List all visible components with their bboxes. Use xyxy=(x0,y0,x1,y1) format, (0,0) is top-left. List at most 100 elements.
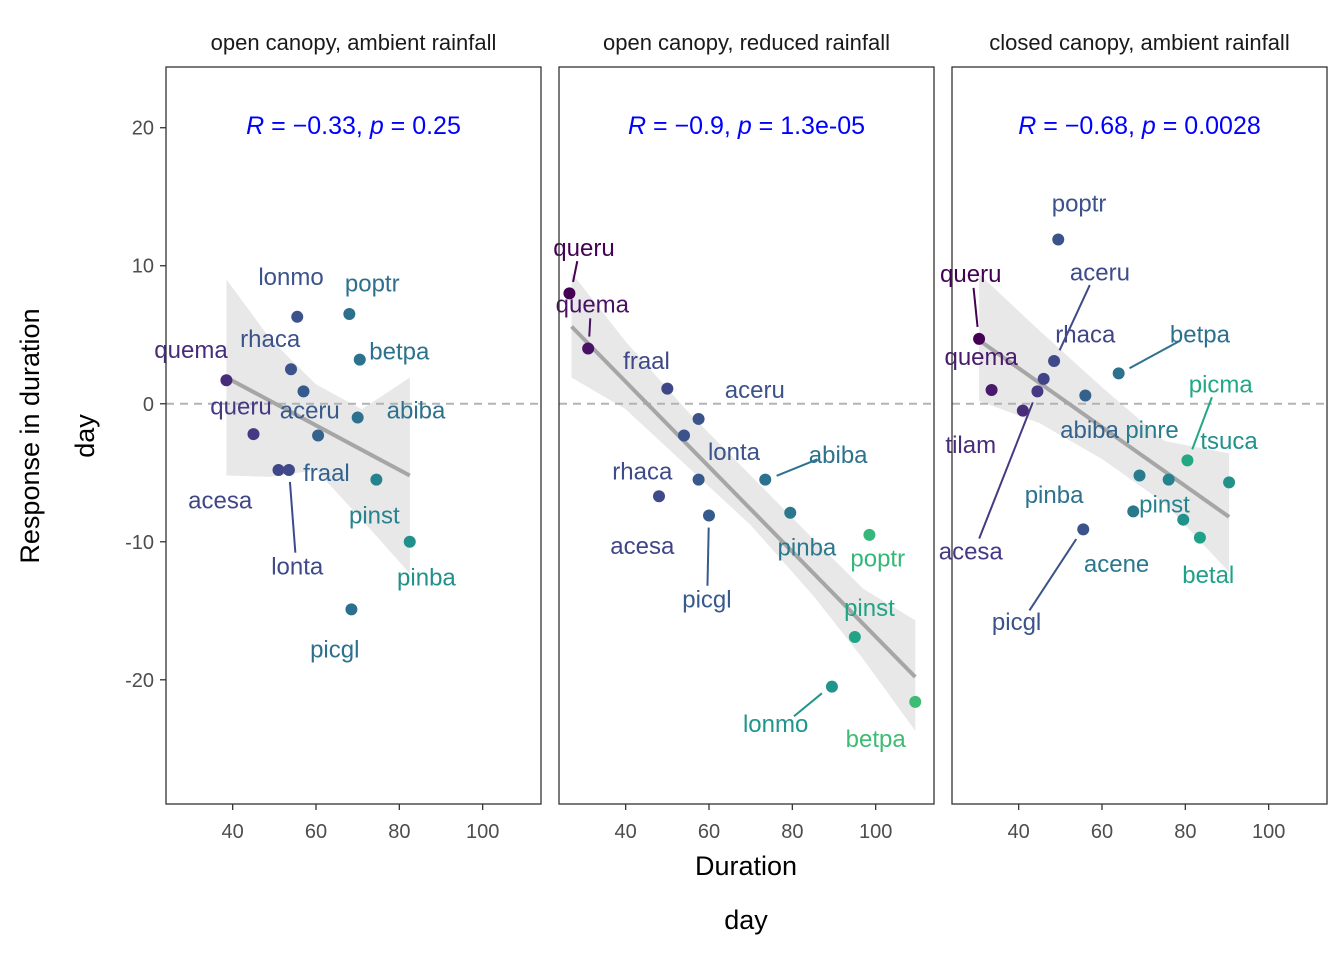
point-label: aceru xyxy=(1070,260,1130,287)
data-point xyxy=(563,287,576,300)
y-tick-label: 0 xyxy=(143,394,154,416)
label-leader xyxy=(1191,396,1213,450)
point-label: pinst xyxy=(349,503,400,530)
stat-part: p xyxy=(1141,112,1156,140)
label-leader xyxy=(972,287,979,328)
y-axis-title: Response in duration xyxy=(15,308,45,563)
point-label: picgl xyxy=(992,609,1041,636)
y-tick-label: 10 xyxy=(132,256,154,278)
data-point xyxy=(1223,476,1236,489)
stat-part: = −0.33, xyxy=(264,112,370,140)
point-label: acesa xyxy=(939,538,1004,565)
point-label: quema xyxy=(944,344,1018,371)
data-point xyxy=(703,509,715,522)
point-label: poptr xyxy=(345,271,400,298)
point-label: rhaca xyxy=(612,458,673,485)
point-label: aceru xyxy=(280,398,340,425)
point-label: betpa xyxy=(1170,322,1231,349)
point-label: fraal xyxy=(623,348,670,375)
correlation-annotation: R = −0.9, p = 1.3e-05 xyxy=(628,112,865,140)
data-point xyxy=(345,603,358,616)
x-tick-label: 40 xyxy=(615,821,637,843)
label-leader xyxy=(706,527,710,586)
data-point xyxy=(247,428,260,441)
x-tick-label: 100 xyxy=(466,821,499,843)
point-label: poptr xyxy=(1052,191,1107,218)
data-point xyxy=(282,464,295,477)
data-point xyxy=(1016,404,1029,417)
stat-part: R xyxy=(1018,112,1036,140)
data-point xyxy=(1112,367,1125,380)
y-tick-label: -20 xyxy=(125,670,154,692)
data-point xyxy=(285,363,297,376)
point-label: lonta xyxy=(271,554,324,581)
x-axis-unit: day xyxy=(724,905,768,935)
data-point xyxy=(1133,469,1146,482)
point-label: lonta xyxy=(708,439,761,466)
x-tick-label: 80 xyxy=(1174,821,1196,843)
data-point xyxy=(661,382,674,395)
point-label: rhaca xyxy=(240,326,301,353)
point-label: abiba xyxy=(809,442,868,469)
data-point xyxy=(1181,454,1194,467)
point-label: acesa xyxy=(188,487,253,514)
correlation-annotation: R = −0.33, p = 0.25 xyxy=(246,112,461,140)
point-label: quema xyxy=(556,291,630,318)
data-point xyxy=(653,490,665,503)
data-point xyxy=(985,383,998,396)
x-tick-label: 60 xyxy=(1091,821,1113,843)
data-point xyxy=(403,535,416,548)
label-leader xyxy=(1058,284,1091,351)
panel-border xyxy=(165,66,542,805)
label-leader xyxy=(588,318,592,337)
data-point xyxy=(272,464,285,477)
data-point xyxy=(692,473,705,486)
panel-border xyxy=(558,66,935,805)
panel-3: closed canopy, ambient rainfall queru quem… xyxy=(939,30,1328,843)
point-label: lonmo xyxy=(258,264,323,291)
stat-part: p xyxy=(369,112,384,140)
point-label: poptr xyxy=(850,545,905,572)
label-leader xyxy=(978,402,1034,539)
point-label: aceru xyxy=(725,377,785,404)
data-point xyxy=(1048,354,1061,367)
stat-part: R xyxy=(246,112,264,140)
point-label: lonmo xyxy=(743,711,808,738)
point-label: betpa xyxy=(846,726,907,753)
point-label: tsuca xyxy=(1200,428,1258,455)
point-label: abiba xyxy=(1060,417,1119,444)
data-point xyxy=(1079,389,1092,402)
y-tick-label: -10 xyxy=(125,532,154,554)
x-axis-title: Duration xyxy=(695,851,797,881)
data-point xyxy=(1127,505,1140,518)
x-tick-label: 60 xyxy=(305,821,327,843)
point-label: queru xyxy=(553,235,614,262)
stat-part: = 1.3e-05 xyxy=(752,112,865,140)
point-label: pinst xyxy=(844,595,895,622)
stat-part: p xyxy=(737,112,752,140)
data-point xyxy=(351,411,364,424)
point-label: queru xyxy=(210,394,271,421)
data-point xyxy=(312,429,325,442)
data-point xyxy=(353,353,366,366)
point-label: picgl xyxy=(682,587,731,614)
data-point xyxy=(973,332,986,345)
data-point xyxy=(582,342,595,355)
regression-line xyxy=(977,338,1231,519)
panel-2: open canopy, reduced rainfall queru quema f… xyxy=(553,30,935,843)
data-point xyxy=(1031,385,1044,398)
x-tick-label: 40 xyxy=(222,821,244,843)
data-point xyxy=(784,506,797,519)
label-leader xyxy=(1129,339,1181,370)
point-label: pinre xyxy=(1125,417,1178,444)
data-point xyxy=(759,473,772,486)
data-point xyxy=(1077,523,1090,536)
data-point xyxy=(863,528,876,541)
stat-part: = 0.25 xyxy=(384,112,461,140)
point-label: queru xyxy=(940,261,1001,288)
point-label: pinba xyxy=(1025,482,1084,509)
panel-1: open canopy, ambient rainfallquemaquerua… xyxy=(154,30,542,843)
point-label: pinba xyxy=(397,565,456,592)
stat-part: = −0.9, xyxy=(646,112,738,140)
